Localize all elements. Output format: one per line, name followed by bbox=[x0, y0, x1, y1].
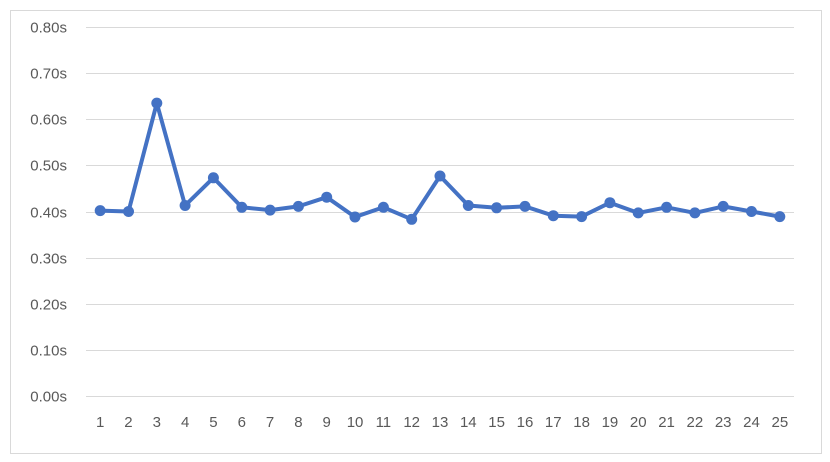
data-point bbox=[377, 201, 389, 213]
x-tick-label: 19 bbox=[602, 414, 619, 431]
x-tick-label: 21 bbox=[658, 414, 675, 431]
data-point bbox=[491, 202, 503, 214]
data-point bbox=[406, 213, 418, 225]
data-point bbox=[576, 211, 588, 223]
x-tick-label: 20 bbox=[630, 414, 647, 431]
data-point bbox=[519, 200, 531, 212]
x-tick-label: 7 bbox=[266, 414, 274, 431]
data-point bbox=[547, 210, 559, 222]
x-axis-ticks: 1 2 3 4 5 6 7 8 9 10 11 12 13 14 15 16 17 18 19 20 21 22 23 24 2… bbox=[96, 414, 788, 431]
x-tick-label: 6 bbox=[238, 414, 246, 431]
data-point bbox=[123, 206, 134, 217]
x-tick-label: 10 bbox=[347, 414, 364, 431]
data-point bbox=[661, 201, 673, 213]
x-tick-label: 14 bbox=[460, 414, 477, 431]
x-tick-label: 5 bbox=[209, 414, 217, 431]
x-tick-label: 24 bbox=[743, 414, 760, 431]
x-tick-label: 25 bbox=[771, 414, 788, 431]
y-tick-label: 0.60s bbox=[30, 112, 67, 129]
data-point bbox=[321, 191, 333, 203]
y-axis-ticks: 0.00s 0.10s 0.20s 0.30s 0.40s 0.50s 0.60s 0.70s… bbox=[30, 20, 67, 406]
gridlines bbox=[86, 27, 794, 397]
y-tick-label: 0.10s bbox=[30, 343, 67, 360]
x-tick-label: 16 bbox=[517, 414, 534, 431]
data-point bbox=[632, 207, 644, 219]
data-point bbox=[717, 200, 729, 212]
y-tick-label: 0.40s bbox=[30, 205, 67, 222]
x-tick-label: 18 bbox=[573, 414, 590, 431]
data-point bbox=[264, 204, 276, 216]
data-point bbox=[179, 200, 191, 211]
x-tick-label: 11 bbox=[376, 414, 392, 431]
x-tick-label: 4 bbox=[181, 414, 189, 431]
data-point bbox=[689, 207, 701, 219]
data-point bbox=[349, 211, 361, 223]
x-tick-label: 2 bbox=[124, 414, 132, 431]
series-line bbox=[98, 101, 782, 222]
data-point bbox=[774, 211, 786, 223]
data-point bbox=[207, 172, 219, 184]
data-point bbox=[434, 170, 446, 182]
x-tick-label: 12 bbox=[403, 414, 420, 431]
x-tick-label: 23 bbox=[715, 414, 732, 431]
x-tick-label: 22 bbox=[687, 414, 704, 431]
y-tick-label: 0.20s bbox=[30, 297, 67, 314]
x-tick-label: 1 bbox=[96, 414, 104, 431]
data-point bbox=[604, 197, 616, 209]
x-tick-label: 3 bbox=[153, 414, 161, 431]
y-tick-label: 0.70s bbox=[30, 66, 67, 83]
x-tick-label: 13 bbox=[432, 414, 449, 431]
y-tick-label: 0.30s bbox=[30, 251, 67, 268]
data-point bbox=[292, 200, 304, 212]
data-point bbox=[151, 97, 163, 109]
y-tick-label: 0.80s bbox=[30, 20, 67, 37]
y-tick-label: 0.00s bbox=[30, 389, 67, 406]
x-tick-label: 15 bbox=[488, 414, 505, 431]
data-point bbox=[236, 201, 248, 213]
data-point bbox=[746, 206, 757, 217]
x-tick-label: 9 bbox=[323, 414, 331, 431]
x-tick-label: 17 bbox=[545, 414, 562, 431]
y-tick-label: 0.50s bbox=[30, 158, 67, 175]
data-point bbox=[94, 205, 106, 217]
x-tick-label: 8 bbox=[294, 414, 302, 431]
chart-area bbox=[10, 10, 822, 454]
series-layer bbox=[94, 97, 786, 225]
data-point bbox=[462, 200, 474, 211]
